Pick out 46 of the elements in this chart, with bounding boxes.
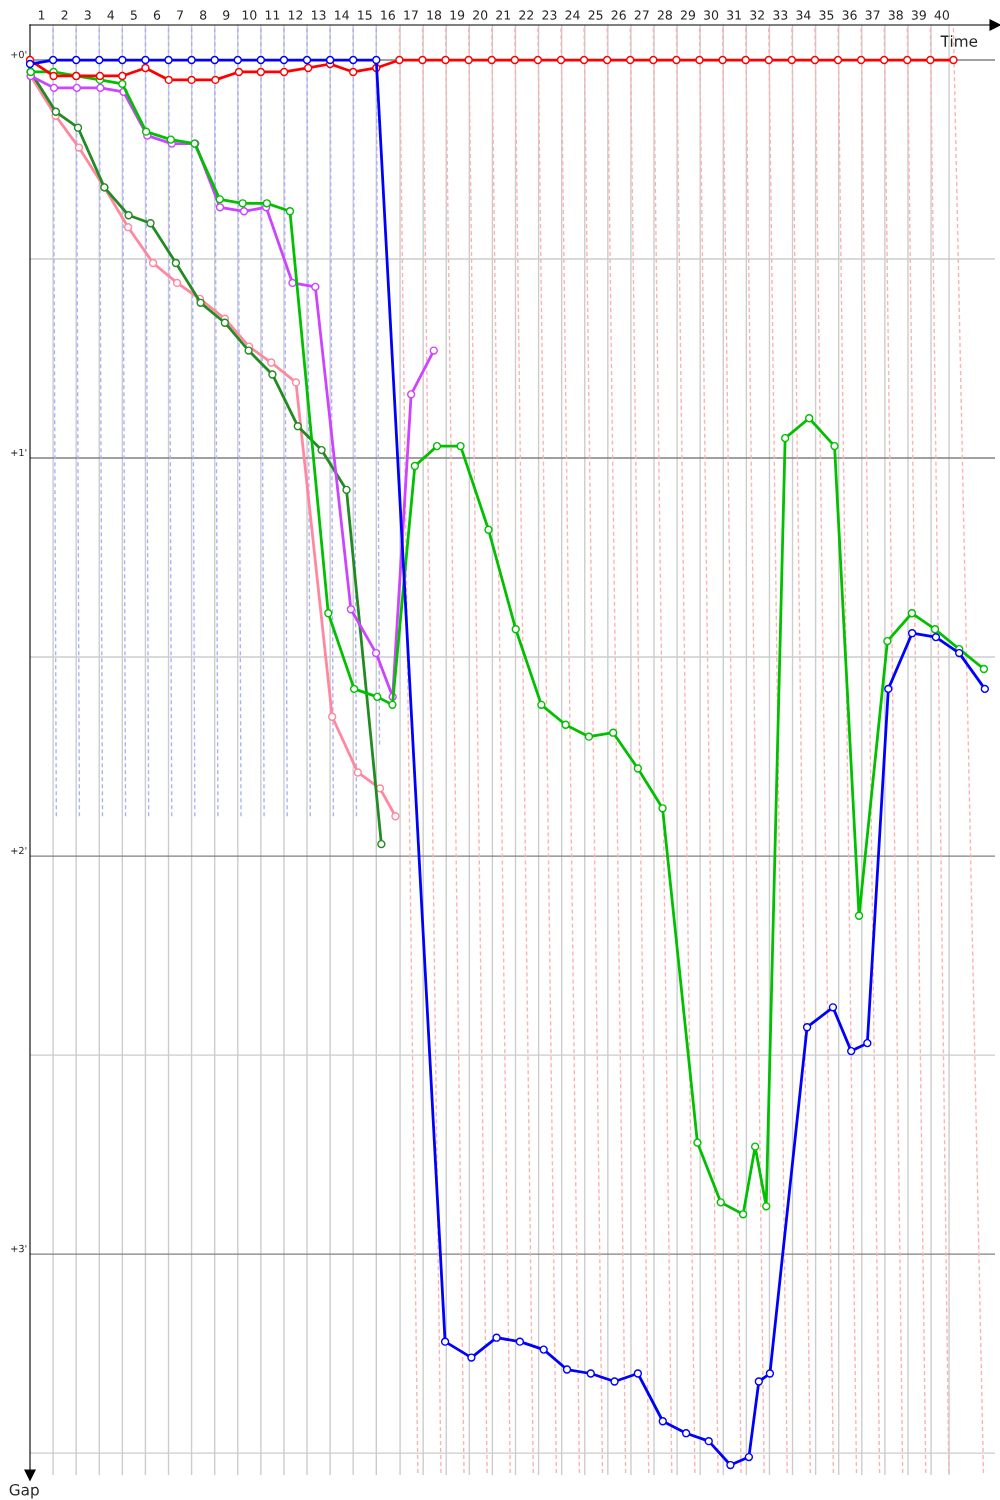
x-tick-label: 29	[680, 10, 696, 20]
y-tick-label: +0'	[11, 50, 27, 59]
x-tick-label: 6	[153, 10, 161, 20]
x-tick-label: 31	[727, 10, 741, 20]
x-tick-label: 12	[288, 10, 303, 20]
x-tick-label: 9	[223, 10, 230, 20]
x-tick-label: 37	[865, 10, 880, 20]
y-axis-title: Gap	[9, 1483, 39, 1499]
x-tick-label: 19	[450, 10, 465, 20]
x-tick-label: 35	[819, 10, 834, 20]
x-tick-label: 1	[38, 10, 45, 20]
x-tick-label: 7	[177, 10, 183, 20]
x-tick-label: 22	[519, 10, 534, 20]
x-tick-label: 24	[565, 10, 580, 20]
x-tick-label: 17	[404, 10, 418, 20]
x-tick-label: 13	[312, 10, 326, 20]
x-tick-label: 4	[107, 10, 115, 20]
x-tick-label: 10	[242, 10, 257, 20]
x-tick-label: 25	[588, 10, 603, 20]
x-tick-label: 38	[888, 10, 903, 20]
x-tick-label: 39	[911, 10, 926, 20]
x-tick-label: 21	[496, 10, 511, 20]
x-tick-label: 16	[381, 10, 395, 20]
x-tick-label: 20	[473, 10, 488, 20]
x-tick-label: 26	[611, 10, 626, 20]
x-tick-label: 34	[796, 10, 811, 20]
x-tick-label: 2	[61, 10, 68, 20]
x-tick-label: 23	[542, 10, 557, 20]
x-tick-label: 15	[358, 10, 372, 20]
y-tick-label: +1'	[11, 448, 27, 457]
x-tick-label: 18	[427, 10, 442, 20]
x-axis-title: Time	[940, 35, 978, 47]
x-tick-label: 14	[335, 10, 349, 20]
x-tick-label: 5	[130, 10, 137, 20]
x-tick-label: 40	[934, 10, 950, 20]
x-tick-label: 33	[773, 10, 788, 20]
y-tick-label: +2'	[11, 846, 27, 855]
x-tick-label: 3	[84, 10, 91, 20]
x-tick-label: 8	[200, 10, 207, 20]
x-tick-label: 27	[634, 10, 649, 20]
y-tick-label: +3'	[11, 1244, 27, 1253]
x-tick-label: 11	[265, 10, 280, 20]
x-tick-label: 28	[657, 10, 672, 20]
x-tick-label: 36	[842, 10, 857, 20]
x-tick-label: 32	[750, 10, 764, 20]
x-tick-label: 30	[704, 10, 719, 20]
